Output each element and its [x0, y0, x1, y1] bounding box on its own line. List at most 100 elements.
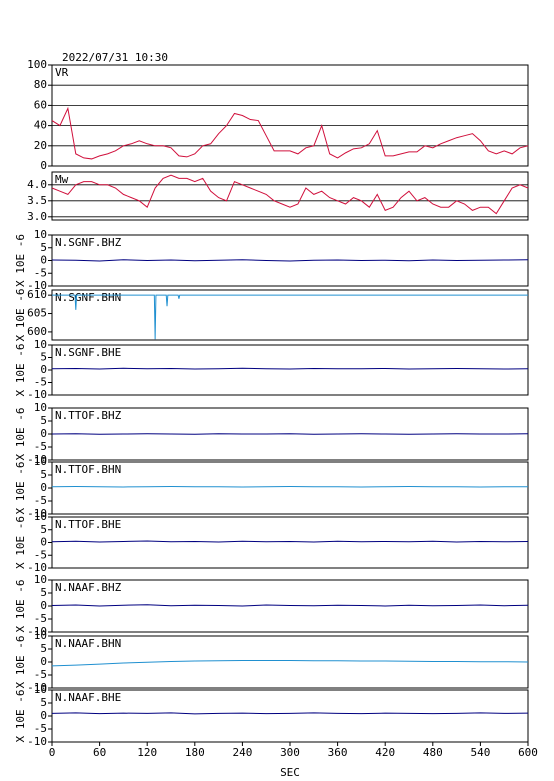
panel-frame — [51, 689, 529, 743]
trace-line — [51, 485, 528, 488]
panel-label: N.TTOF.BHZ — [55, 409, 122, 422]
y-tick-label: 3.0 — [27, 210, 47, 223]
panel-frame — [51, 635, 529, 689]
panel-label: VR — [55, 66, 69, 79]
x-tick-label: 0 — [49, 746, 56, 759]
y-tick-label: 0 — [40, 709, 47, 722]
y-axis-label: X 10E -6 — [14, 580, 27, 633]
panel-frame — [51, 461, 529, 515]
y-tick-label: 4.0 — [27, 178, 47, 191]
panel-frame — [51, 289, 529, 341]
y-tick-label: 0 — [40, 536, 47, 549]
y-tick-label: 0 — [40, 254, 47, 267]
panel-label: N.NAAF.BHE — [55, 691, 121, 704]
x-tick-label: 240 — [232, 746, 252, 759]
y-tick-label: 10 — [34, 683, 47, 696]
y-tick-label: -5 — [34, 440, 47, 453]
y-tick-label: -10 — [27, 681, 47, 694]
trace-line — [51, 433, 529, 435]
y-tick-label: 10 — [34, 228, 47, 241]
x-tick-label: 540 — [470, 746, 490, 759]
y-tick-label: -10 — [27, 735, 47, 748]
y-tick-label: 10 — [34, 573, 47, 586]
y-axis-label: X 10E -6 — [14, 234, 27, 287]
y-axis-label: X 10E -6 — [14, 462, 27, 515]
y-tick-label: 80 — [34, 78, 47, 91]
panel-frame — [51, 344, 529, 396]
trace-line — [51, 174, 529, 215]
x-tick-label: 480 — [423, 746, 443, 759]
y-tick-label: -5 — [34, 668, 47, 681]
panel-label: N.NAAF.BHZ — [55, 581, 122, 594]
y-tick-label: 10 — [34, 510, 47, 523]
y-tick-label: 100 — [27, 58, 47, 71]
y-tick-label: 0 — [40, 363, 47, 376]
y-tick-label: 0 — [40, 599, 47, 612]
panel-label: Mw — [55, 173, 69, 186]
y-tick-label: 605 — [27, 307, 47, 320]
trace-line — [51, 659, 529, 667]
y-tick-label: 3.5 — [27, 194, 47, 207]
y-tick-label: 10 — [34, 629, 47, 642]
y-tick-label: 10 — [34, 338, 47, 351]
trace-line — [52, 294, 528, 340]
y-tick-label: 0 — [40, 481, 47, 494]
y-tick-label: -10 — [27, 507, 47, 520]
y-tick-label: -5 — [34, 494, 47, 507]
y-tick-label: 5 — [40, 241, 47, 254]
y-axis-label: X 10E -6 — [14, 690, 27, 743]
panel-frame — [51, 171, 529, 221]
x-tick-label: 420 — [375, 746, 395, 759]
y-axis-label: X 10E -6 — [14, 344, 27, 397]
y-tick-label: -10 — [27, 279, 47, 292]
trace-line — [51, 259, 529, 262]
trace-line — [51, 712, 529, 715]
trace-line — [51, 367, 529, 370]
y-tick-label: 5 — [40, 696, 47, 709]
trace-line — [51, 540, 529, 543]
x-tick-label: 360 — [328, 746, 348, 759]
y-tick-label: -10 — [27, 625, 47, 638]
y-tick-label: 5 — [40, 586, 47, 599]
y-tick-label: 0 — [40, 159, 47, 172]
panel-label: N.SGNF.BHZ — [55, 236, 122, 249]
y-tick-label: 610 — [27, 288, 47, 301]
y-tick-label: -10 — [27, 561, 47, 574]
trace-line — [51, 106, 529, 160]
x-tick-label: 600 — [518, 746, 538, 759]
x-tick-label: 120 — [137, 746, 157, 759]
x-axis-label: SEC — [280, 766, 300, 779]
y-tick-label: -5 — [34, 548, 47, 561]
y-tick-label: -5 — [34, 266, 47, 279]
panel-label: N.TTOF.BHE — [55, 518, 121, 531]
panel-label: N.NAAF.BHN — [55, 637, 121, 650]
panel-label: N.SGNF.BHN — [55, 291, 121, 304]
y-tick-label: 5 — [40, 414, 47, 427]
y-tick-label: 0 — [40, 427, 47, 440]
y-axis-label: X 10E -6 — [14, 408, 27, 461]
panel-frame — [51, 579, 529, 633]
panel-label: N.TTOF.BHN — [55, 463, 121, 476]
y-axis-label: X 10E -6 — [14, 636, 27, 689]
panel-label: N.SGNF.BHE — [55, 346, 121, 359]
y-tick-label: 600 — [27, 325, 47, 338]
y-tick-label: 40 — [34, 119, 47, 132]
panel-frame — [51, 516, 529, 569]
y-tick-label: 60 — [34, 98, 47, 111]
chart-title: 2022/07/31 10:30 — [62, 51, 168, 64]
y-tick-label: -10 — [27, 388, 47, 401]
y-tick-label: 5 — [40, 523, 47, 536]
y-tick-label: 5 — [40, 468, 47, 481]
y-axis-label: X 10E -6 — [14, 516, 27, 569]
y-tick-label: -5 — [34, 612, 47, 625]
trace-line — [51, 604, 529, 607]
x-tick-label: 180 — [185, 746, 205, 759]
y-tick-label: 5 — [40, 642, 47, 655]
y-axis-label: X 10E -6 — [14, 289, 27, 342]
y-tick-label: -5 — [34, 376, 47, 389]
y-tick-label: 20 — [34, 139, 47, 152]
y-tick-label: -5 — [34, 722, 47, 735]
y-tick-label: 10 — [34, 455, 47, 468]
